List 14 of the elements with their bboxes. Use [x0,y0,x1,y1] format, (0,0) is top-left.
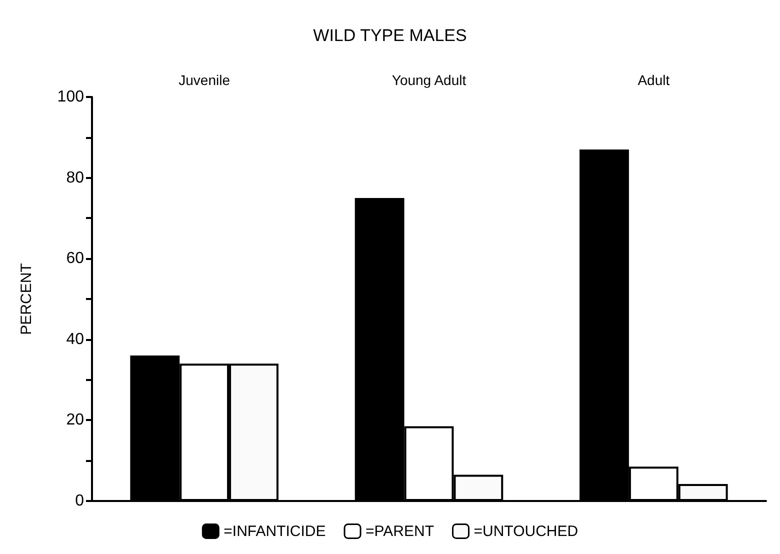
y-tick-label: 100 [57,88,84,106]
legend-label: =UNTOUCHED [474,522,578,540]
x-tick-label: Young Adult [392,72,466,88]
y-tick-label: 0 [75,492,84,510]
x-tick-label: Juvenile [178,72,230,88]
y-tick-label: 60 [66,250,84,268]
x-tick-label: Adult [638,72,670,88]
y-tick-label: 20 [66,412,84,429]
chart-title: WILD TYPE MALES [313,26,467,45]
legend-label: =INFANTICIDE [224,522,326,540]
y-axis-title: PERCENT [18,263,35,335]
y-tick-label: 80 [66,169,84,186]
y-tick-label: 40 [66,330,84,348]
legend-label: =PARENT [366,522,434,540]
